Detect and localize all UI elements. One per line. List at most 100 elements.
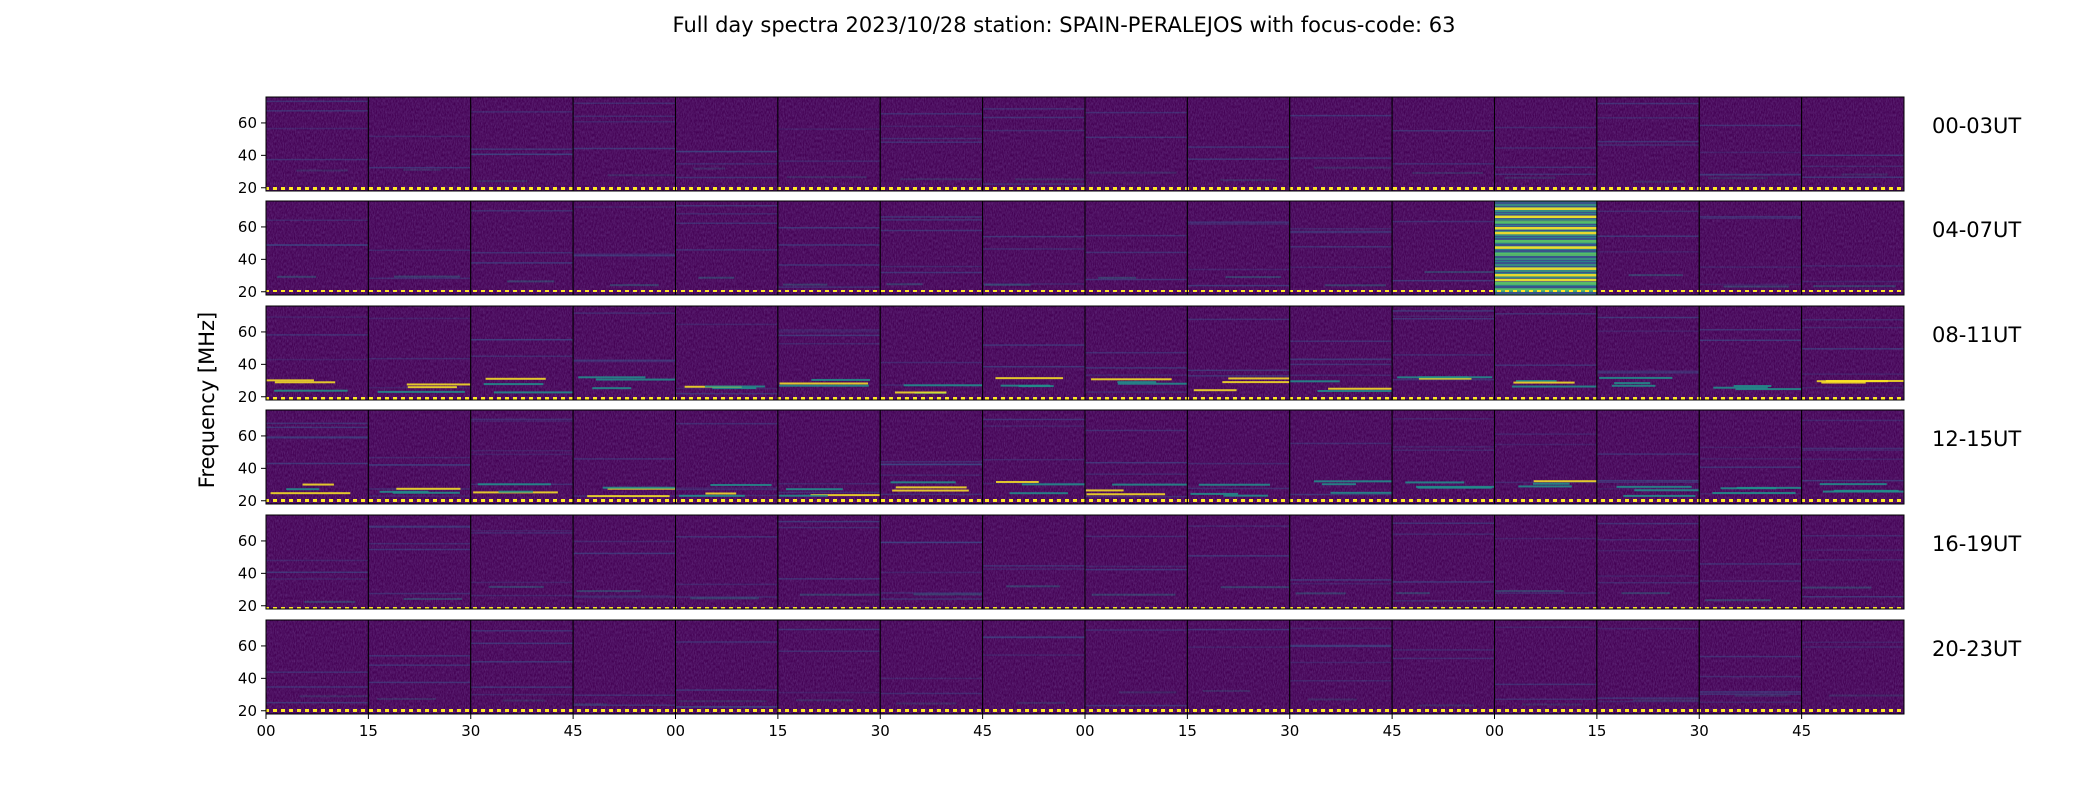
spectrum-panel [572,200,676,296]
rfi-line [1392,657,1495,660]
calibration-line [1699,499,1802,504]
rfi-line [777,329,881,331]
rfi-line [266,219,369,221]
rfi-line [1289,644,1393,647]
calibration-line [1392,499,1495,504]
calibration-line [1699,290,1802,295]
rfi-line [1699,563,1802,565]
rfi-line [1801,549,1904,551]
rfi-line [1289,228,1393,230]
rfi-line [1085,461,1188,464]
signal-band [1733,385,1772,388]
panel-noise [1085,410,1188,504]
calibration-line [368,186,471,191]
rfi-line [1085,251,1188,254]
rfi-line [1801,176,1904,178]
calibration-line [470,499,574,504]
signal-band [396,487,461,490]
calibration-line [1494,395,1597,400]
rfi-line [1699,217,1802,219]
signal-band [1222,381,1290,384]
rfi-line [1801,479,1904,482]
rfi-line [470,338,574,341]
spectrum-panel [572,305,676,401]
panel-noise [675,515,778,609]
signal-band [1532,482,1570,485]
rfi-line [1289,374,1393,376]
rfi-line [1596,549,1700,552]
rfi-line [1289,246,1393,248]
spectrum-panel [1084,619,1188,715]
calibration-line [1494,709,1597,714]
signal-band [1321,483,1356,486]
rfi-line [1699,174,1802,176]
signal-band [286,488,320,491]
signal-band [1825,379,1904,382]
panel-noise [1494,410,1597,504]
spectrum-panel [1289,409,1393,505]
rfi-line [1392,279,1495,282]
rfi-line [982,248,1085,250]
panel-noise [1289,97,1393,191]
rfi-line [982,418,1085,421]
rfi-line [880,474,983,476]
signal-band [811,378,871,381]
signal-band [602,486,675,489]
burst-line [1494,252,1597,256]
rfi-line [1085,111,1188,114]
signal-band [379,490,429,493]
calibration-line [982,186,1085,191]
calibration-line [1085,604,1188,609]
signal-band [1117,382,1188,385]
row-label: 00-03UT [1932,114,2021,138]
rfi-line [777,526,881,529]
calibration-line [1187,709,1290,714]
calibration-line [1699,604,1802,609]
rfi-line [573,102,676,105]
rfi-line [982,565,1085,567]
signal-band [576,590,641,593]
signal-band [677,700,767,703]
panel-noise [982,515,1085,609]
rfi-line [880,361,983,364]
signal-band [704,385,765,388]
rfi-line [573,115,676,118]
y-tick-label: 40 [238,355,257,373]
rfi-line [1596,479,1700,482]
panel-noise [1596,410,1700,504]
rfi-line [1699,215,1802,218]
signal-band [1225,276,1282,279]
y-tick-label: 20 [238,597,257,615]
rfi-line [982,116,1085,119]
rfi-line [470,449,574,452]
calibration-line [1801,604,1904,609]
rfi-line [470,686,574,688]
rfi-line [982,183,1085,185]
rfi-line [1596,575,1700,577]
panel-noise [266,620,369,714]
calibration-line [1187,499,1290,504]
x-tick-label: 00 [1485,722,1504,740]
x-tick-label: 00 [256,722,275,740]
rfi-line [777,628,881,631]
signal-band [1015,178,1085,181]
calibration-line [1392,290,1495,295]
signal-band [578,376,646,379]
spectrum-panel [777,200,881,296]
rfi-line [1801,535,1904,537]
signal-band [913,593,983,596]
signal-band [1841,173,1888,176]
burst-line [1494,239,1597,243]
calibration-line [1596,290,1700,295]
rfi-line [675,163,778,165]
rfi-line [1699,151,1802,154]
calibration-line [777,604,881,609]
rfi-line [675,176,778,179]
calibration-line [982,709,1085,714]
burst-line [1494,231,1597,235]
panel-noise [777,515,881,609]
panel-noise [1187,620,1290,714]
signal-band [1119,691,1177,694]
signal-band [488,585,544,588]
rfi-line [1085,278,1188,281]
